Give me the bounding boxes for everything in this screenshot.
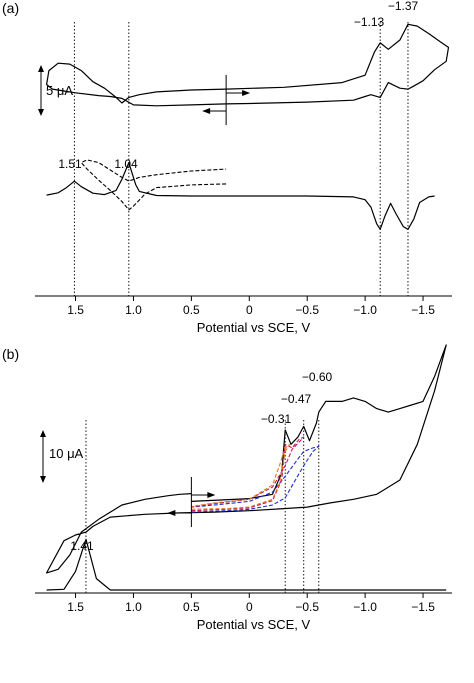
peak-potential-label: −1.37 (388, 0, 419, 13)
x-tick-label: 0.5 (183, 600, 200, 614)
scale-bar: 10 μA (40, 430, 84, 483)
x-tick-label: 1.0 (125, 303, 142, 317)
x-axis-ticks: 1.5 1.0 0.5 0 −0.5 −1.0 −1.5 (67, 593, 435, 614)
x-tick-label: −0.5 (295, 600, 319, 614)
series-line-2 (80, 159, 227, 211)
scale-bar-label: 10 μA (49, 446, 84, 461)
x-tick-label: 1.0 (125, 600, 142, 614)
peak-potential-label: 1.04 (114, 157, 138, 171)
panel-b: (b) 1.41 −0.31 −0.47 −0.60 1.5 1.0 0.5 0 −0.5 −1… (2, 344, 452, 632)
series-line-1 (46, 344, 447, 574)
x-axis-label: Potential vs SCE, V (197, 617, 311, 632)
peak-potential-label: −0.60 (302, 370, 333, 384)
scan-arrowhead-reverse (167, 510, 176, 516)
x-tick-label: 0.5 (183, 303, 200, 317)
x-axis-label: Potential vs SCE, V (197, 320, 311, 335)
scan-arrowhead-reverse (202, 108, 211, 114)
x-tick-label: 1.5 (67, 303, 84, 317)
x-tick-label: 0 (246, 600, 253, 614)
plot-area: 1.51 1.04 −1.13−1.37 (46, 0, 450, 296)
scale-bar-arrow-down (38, 109, 44, 116)
peak-potential-label: −1.13 (354, 15, 385, 29)
x-tick-label: −1.0 (353, 600, 377, 614)
series-line-1 (46, 23, 450, 107)
scale-bar-arrow-up (38, 65, 44, 72)
plot-area: 1.41 −0.31 −0.47 −0.60 (46, 344, 447, 593)
panel-label: (a) (2, 0, 19, 16)
series-line-2 (191, 445, 320, 513)
x-axis-ticks: 1.5 1.0 0.5 0 −0.5 −1.0 −1.5 (67, 296, 435, 317)
scale-bar-arrow-up (40, 430, 46, 437)
x-tick-label: −0.5 (295, 303, 319, 317)
series-line-3 (191, 436, 305, 512)
peak-potential-label: 1.41 (70, 539, 94, 553)
panel-label: (b) (2, 346, 19, 362)
scale-bar-label: 5 μA (46, 83, 73, 98)
scan-arrowhead-forward (207, 492, 216, 498)
scale-bar: 5 μA (38, 65, 73, 116)
x-tick-label: 0 (246, 303, 253, 317)
peak-potential-label: −0.47 (281, 392, 312, 406)
scan-arrowhead-forward (242, 90, 251, 96)
series-line-5 (46, 538, 447, 591)
series-line-3 (46, 162, 435, 230)
x-tick-label: 1.5 (67, 600, 84, 614)
scale-bar-arrow-down (40, 476, 46, 483)
peak-potential-label: 1.51 (58, 157, 82, 171)
panel-a: (a) 1.51 1.04 −1.13−1.37 1.5 1.0 0.5 0 −0.5 −1.… (2, 0, 452, 335)
x-tick-label: −1.5 (411, 303, 435, 317)
x-tick-label: −1.5 (411, 600, 435, 614)
x-tick-label: −1.0 (353, 303, 377, 317)
series-line-4 (191, 443, 291, 510)
peak-potential-label: −0.31 (261, 412, 292, 426)
